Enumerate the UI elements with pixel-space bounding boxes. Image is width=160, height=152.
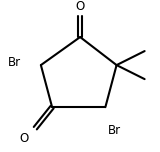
Text: Br: Br [108,124,121,137]
Text: Br: Br [8,56,21,69]
Text: O: O [76,0,85,13]
Text: O: O [20,132,29,145]
